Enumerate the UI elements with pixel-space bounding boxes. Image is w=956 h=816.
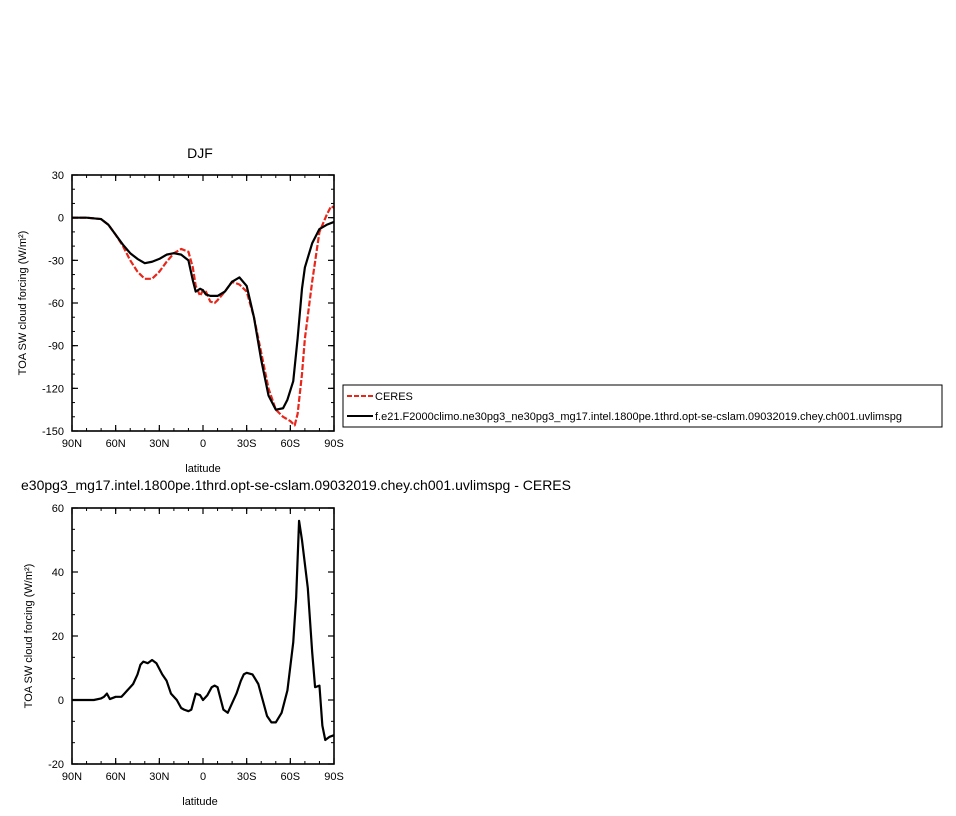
bottom-x-tick-label: 30N <box>149 771 169 783</box>
top-y-axis-label: TOA SW cloud forcing (W/m²) <box>17 231 29 376</box>
top-x-tick-label: 30S <box>237 438 257 450</box>
bottom-series-line-difference <box>72 519 334 742</box>
top-chart-title: DJF <box>187 145 213 161</box>
bottom-y-tick-label: 0 <box>58 695 64 707</box>
top-x-tick-label: 0 <box>200 438 206 450</box>
top-y-tick-label: -120 <box>42 383 64 395</box>
top-y-tick-label: -30 <box>48 255 64 267</box>
bottom-x-tick-label: 90S <box>324 771 344 783</box>
top-series-line-model <box>72 216 334 411</box>
bottom-x-tick-label: 30S <box>237 771 257 783</box>
bottom-gridlines: 90N 60N 30N 0 30S 60S 90S 60 40 20 0 -20 <box>48 503 344 783</box>
bottom-x-axis-label: latitude <box>182 796 217 808</box>
top-y-tick-label: 0 <box>58 213 64 225</box>
bottom-x-tick-label: 60S <box>281 771 301 783</box>
top-y-tick-label: -150 <box>42 426 64 438</box>
top-x-tick-label: 90S <box>324 438 344 450</box>
top-y-tick-label: -60 <box>48 298 64 310</box>
bottom-chart-title: e30pg3_mg17.intel.1800pe.1thrd.opt-se-cs… <box>21 477 571 493</box>
top-panel: DJF 90N 60N 30N 0 30S 60S 90S 30 0 -30 -60 -90 -120 -… <box>17 145 344 475</box>
top-x-tick-label: 90N <box>62 438 82 450</box>
top-x-axis-label: latitude <box>185 463 220 475</box>
top-x-tick-label: 30N <box>149 438 169 450</box>
bottom-y-axis-label: TOA SW cloud forcing (W/m²) <box>23 564 35 709</box>
top-y-tick-label: 30 <box>52 170 64 182</box>
legend-label-ceres: CERES <box>375 391 413 403</box>
bottom-y-tick-label: -20 <box>48 759 64 771</box>
bottom-x-tick-label: 60N <box>106 771 126 783</box>
bottom-plot-frame <box>71 507 335 765</box>
top-y-tick-label: -90 <box>48 341 64 353</box>
bottom-x-tick-label: 90N <box>62 771 82 783</box>
legend-label-model: f.e21.F2000climo.ne30pg3_ne30pg3_mg17.in… <box>375 411 902 423</box>
legend: CERES f.e21.F2000climo.ne30pg3_ne30pg3_m… <box>342 384 943 428</box>
bottom-y-tick-label: 60 <box>52 503 64 515</box>
bottom-x-tick-label: 0 <box>200 771 206 783</box>
legend-box <box>342 384 943 428</box>
bottom-y-tick-label: 40 <box>52 567 64 579</box>
bottom-y-tick-label: 20 <box>52 631 64 643</box>
top-series-line-ceres <box>72 205 334 427</box>
top-x-tick-label: 60S <box>281 438 301 450</box>
top-x-tick-label: 60N <box>106 438 126 450</box>
bottom-panel: e30pg3_mg17.intel.1800pe.1thrd.opt-se-cs… <box>21 477 571 808</box>
top-plot-frame <box>71 174 335 432</box>
